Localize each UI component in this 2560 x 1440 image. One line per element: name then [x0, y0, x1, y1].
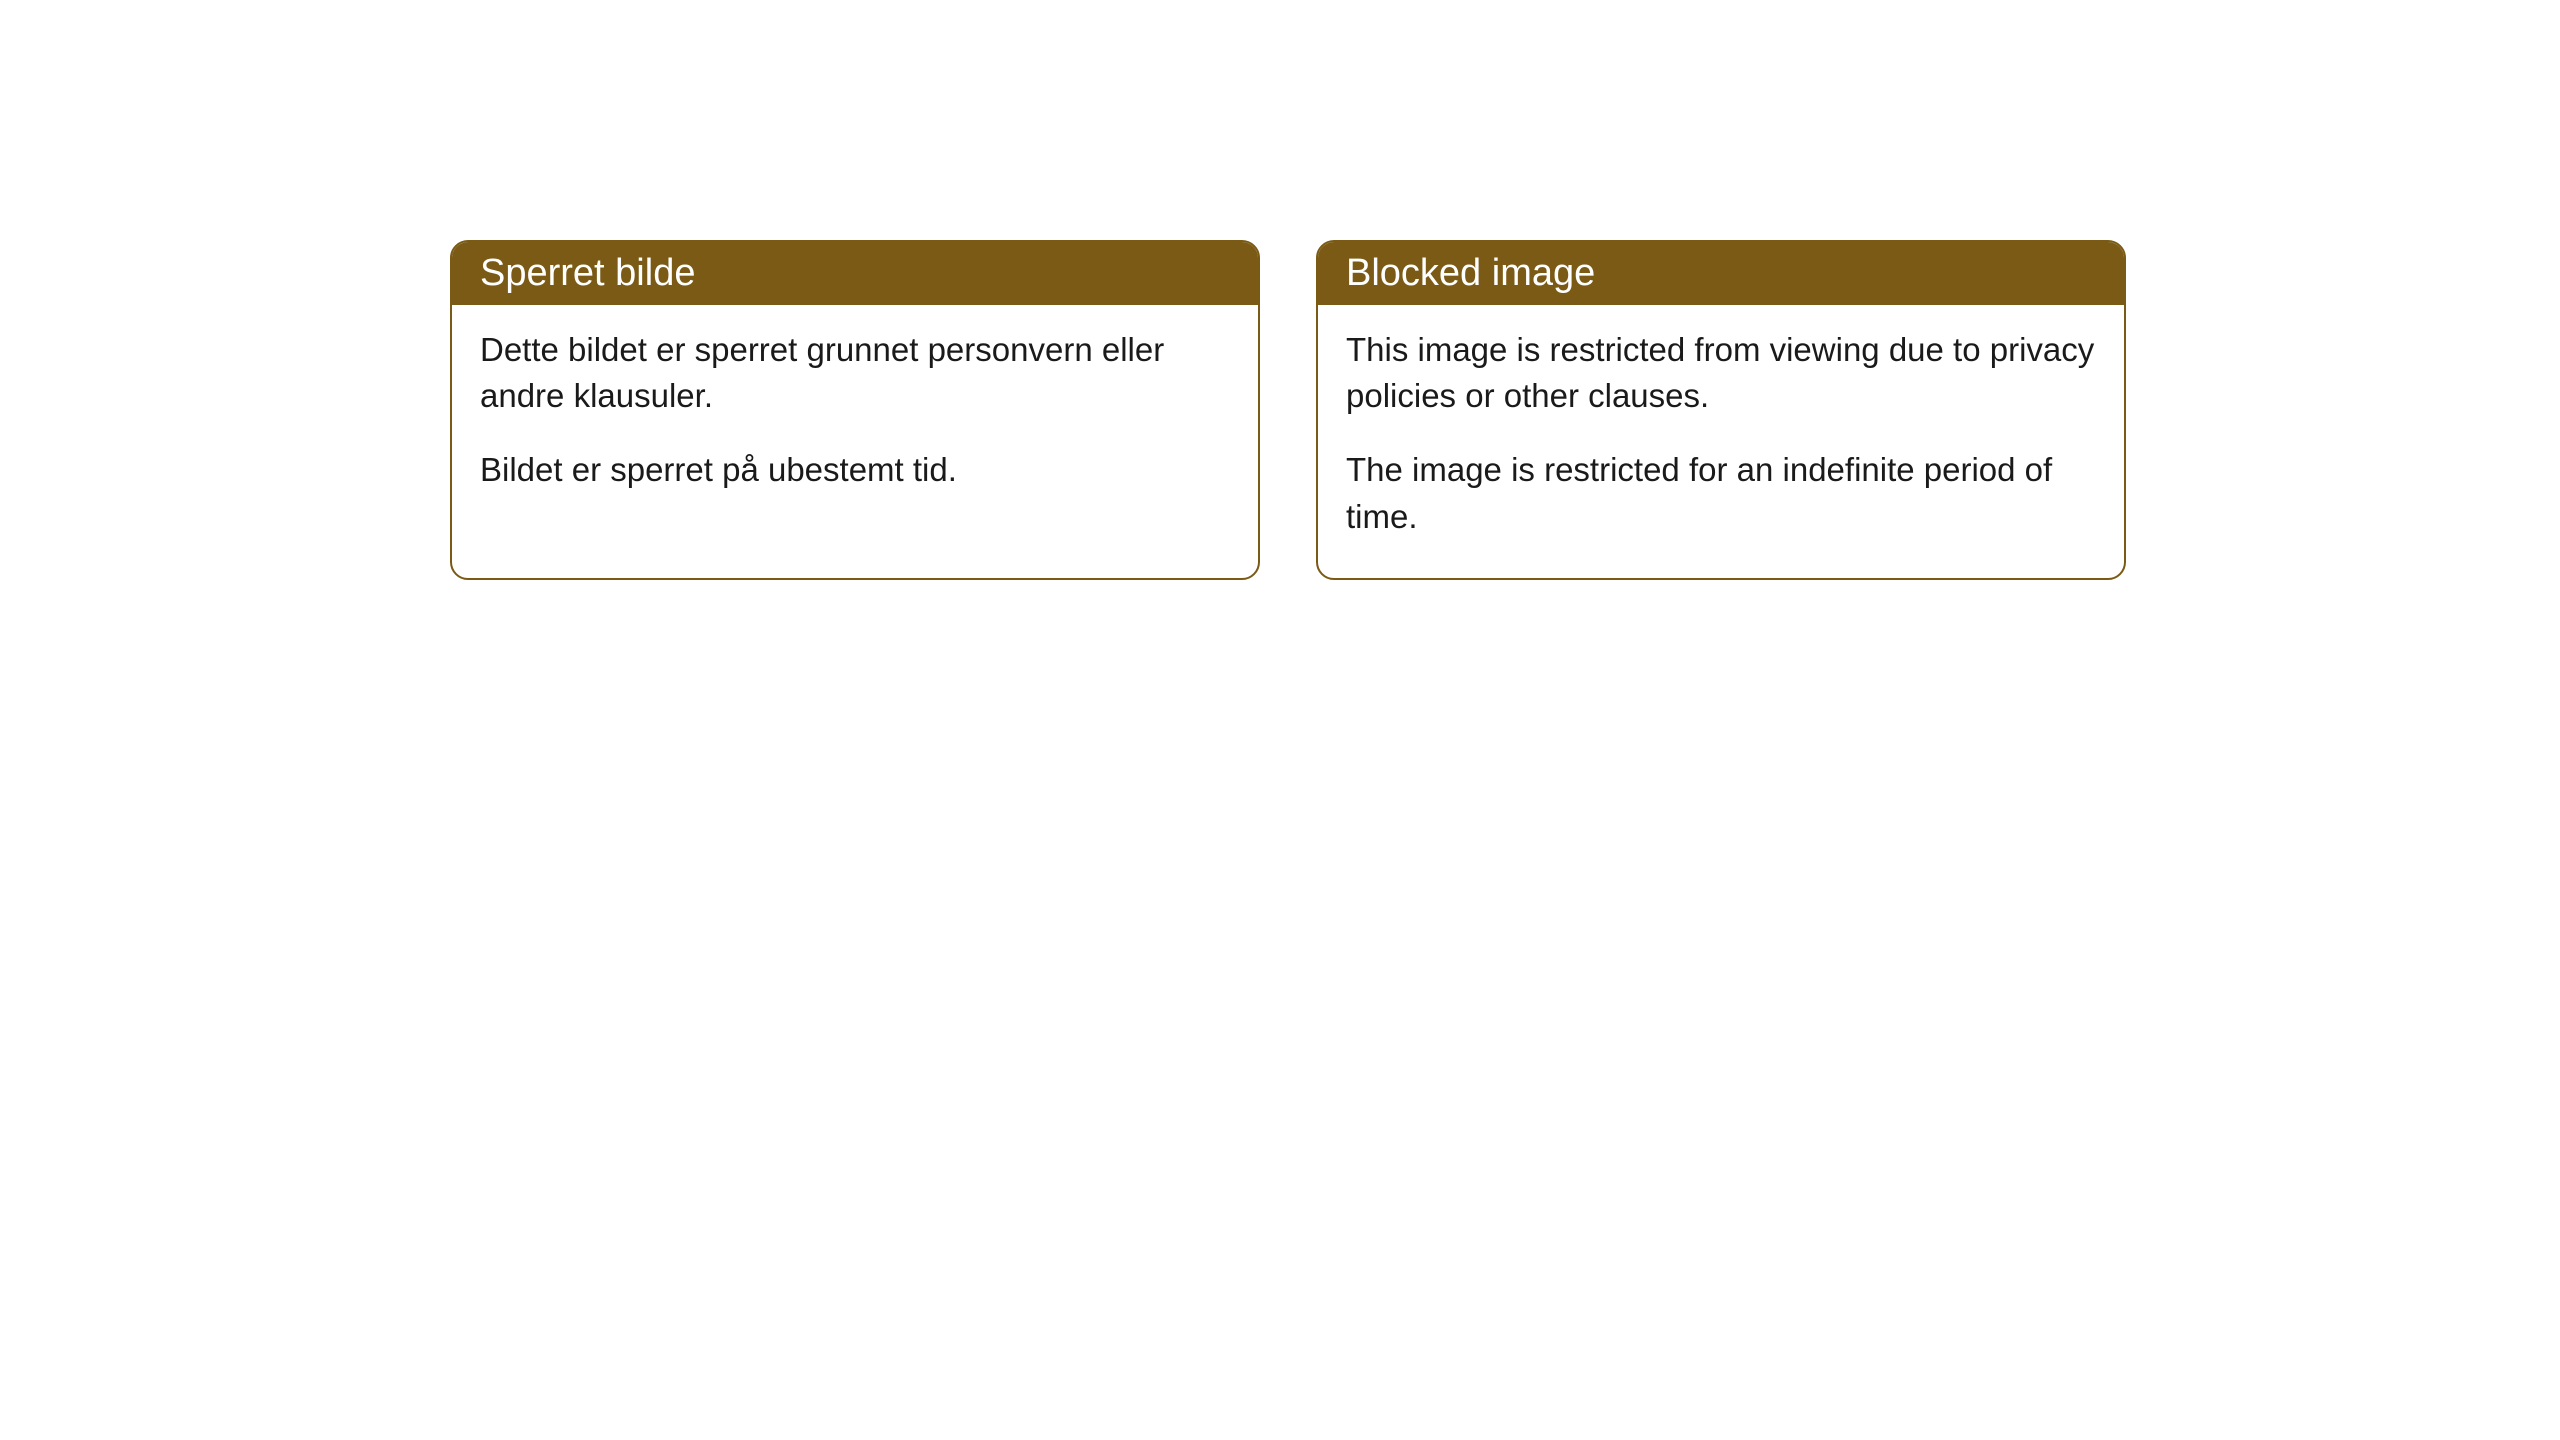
- card-title: Sperret bilde: [480, 252, 695, 294]
- notice-card-norwegian: Sperret bilde Dette bildet er sperret gr…: [450, 240, 1260, 580]
- card-title: Blocked image: [1346, 252, 1595, 294]
- card-paragraph-1: This image is restricted from viewing du…: [1346, 327, 2096, 419]
- card-body-norwegian: Dette bildet er sperret grunnet personve…: [452, 305, 1258, 532]
- card-paragraph-1: Dette bildet er sperret grunnet personve…: [480, 327, 1230, 419]
- card-header-english: Blocked image: [1318, 242, 2124, 305]
- card-body-english: This image is restricted from viewing du…: [1318, 305, 2124, 578]
- card-paragraph-2: Bildet er sperret på ubestemt tid.: [480, 447, 1230, 493]
- notice-card-english: Blocked image This image is restricted f…: [1316, 240, 2126, 580]
- card-paragraph-2: The image is restricted for an indefinit…: [1346, 447, 2096, 539]
- notice-cards-container: Sperret bilde Dette bildet er sperret gr…: [450, 240, 2126, 580]
- card-header-norwegian: Sperret bilde: [452, 242, 1258, 305]
